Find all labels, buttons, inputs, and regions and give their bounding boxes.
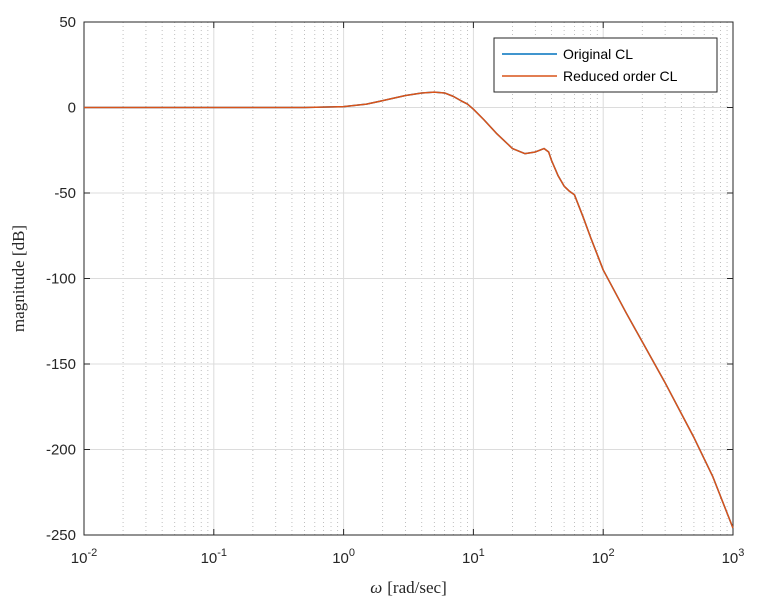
y-tick-label: 0 — [68, 100, 76, 117]
y-tick-label: -50 — [54, 185, 76, 202]
x-tick-label: 10-2 — [71, 547, 97, 567]
y-tick-label: -150 — [46, 356, 76, 373]
series-line-original-cl — [84, 91, 734, 529]
y-tick-label: -250 — [46, 527, 76, 544]
grid — [83, 21, 734, 536]
x-tick-label: 100 — [332, 547, 355, 567]
y-tick-label: -200 — [46, 442, 76, 459]
tick-marks — [83, 21, 734, 536]
legend-label-reduced-order-cl: Reduced order CL — [563, 68, 678, 84]
y-tick-label: 50 — [59, 14, 76, 31]
x-axis-label-unit: [rad/sec] — [387, 578, 446, 597]
y-tick-label: -100 — [46, 271, 76, 288]
legend-box — [493, 37, 718, 93]
x-tick-label: 101 — [462, 547, 485, 567]
x-axis-label: ω [rad/sec] — [370, 578, 446, 597]
x-tick-label: 103 — [722, 547, 745, 567]
legend: Original CL Reduced order CL — [493, 37, 718, 93]
x-tick-labels: 10-2 10-1 100 101 102 103 — [71, 547, 745, 567]
y-tick-labels: 50 0 -50 -100 -150 -200 -250 — [46, 14, 76, 544]
x-tick-label: 10-1 — [201, 547, 227, 567]
y-axis-label: magnitude [dB] — [9, 225, 28, 332]
x-axis-label-symbol: ω — [370, 578, 382, 597]
x-tick-label: 102 — [592, 547, 615, 567]
series-line-reduced-order-cl — [84, 91, 734, 529]
legend-label-original-cl: Original CL — [563, 46, 633, 62]
series — [84, 91, 734, 529]
